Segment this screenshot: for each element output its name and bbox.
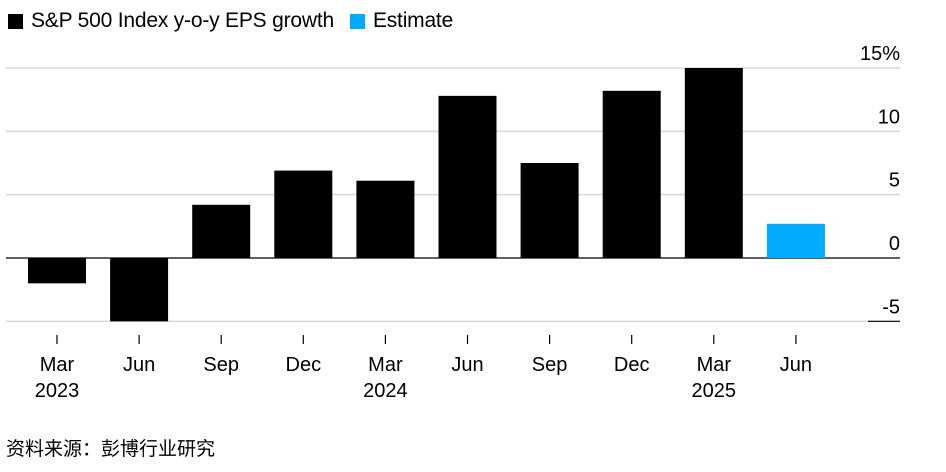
x-tick-label: Dec xyxy=(614,354,650,376)
bar xyxy=(685,68,743,258)
bar xyxy=(192,205,250,258)
x-tick-label: Jun xyxy=(123,354,155,376)
x-tick-label: Mar xyxy=(697,354,732,376)
x-tick-label: Jun xyxy=(451,354,483,376)
bar xyxy=(274,171,332,258)
y-tick-label: 15% xyxy=(860,43,900,65)
bar xyxy=(603,91,661,258)
x-tick-label: Jun xyxy=(780,354,812,376)
x-tick-label: Dec xyxy=(286,354,322,376)
y-tick-label: 5 xyxy=(889,170,900,192)
x-tick-label: Mar xyxy=(368,354,403,376)
bar xyxy=(356,181,414,258)
x-tick-label: Sep xyxy=(532,354,568,376)
bar-chart: 15% 10 5 0 -5 Mar 2023 Jun Sep Dec Mar 2024 Jun Sep De… xyxy=(0,0,946,430)
x-year-label: 2025 xyxy=(692,380,737,402)
source-note: 资料来源：彭博行业研究 xyxy=(6,434,215,461)
y-tick-label: -5 xyxy=(882,296,900,318)
y-tick-label: 10 xyxy=(878,106,900,128)
x-year-label: 2024 xyxy=(363,380,408,402)
x-tick-label: Mar xyxy=(40,354,75,376)
bar xyxy=(28,258,86,283)
y-tick-label: 0 xyxy=(889,233,900,255)
x-tick-label: Sep xyxy=(203,354,239,376)
bar xyxy=(439,96,497,258)
x-year-label: 2023 xyxy=(35,380,80,402)
bar xyxy=(521,163,579,258)
bar xyxy=(110,258,168,321)
bar xyxy=(767,224,825,258)
